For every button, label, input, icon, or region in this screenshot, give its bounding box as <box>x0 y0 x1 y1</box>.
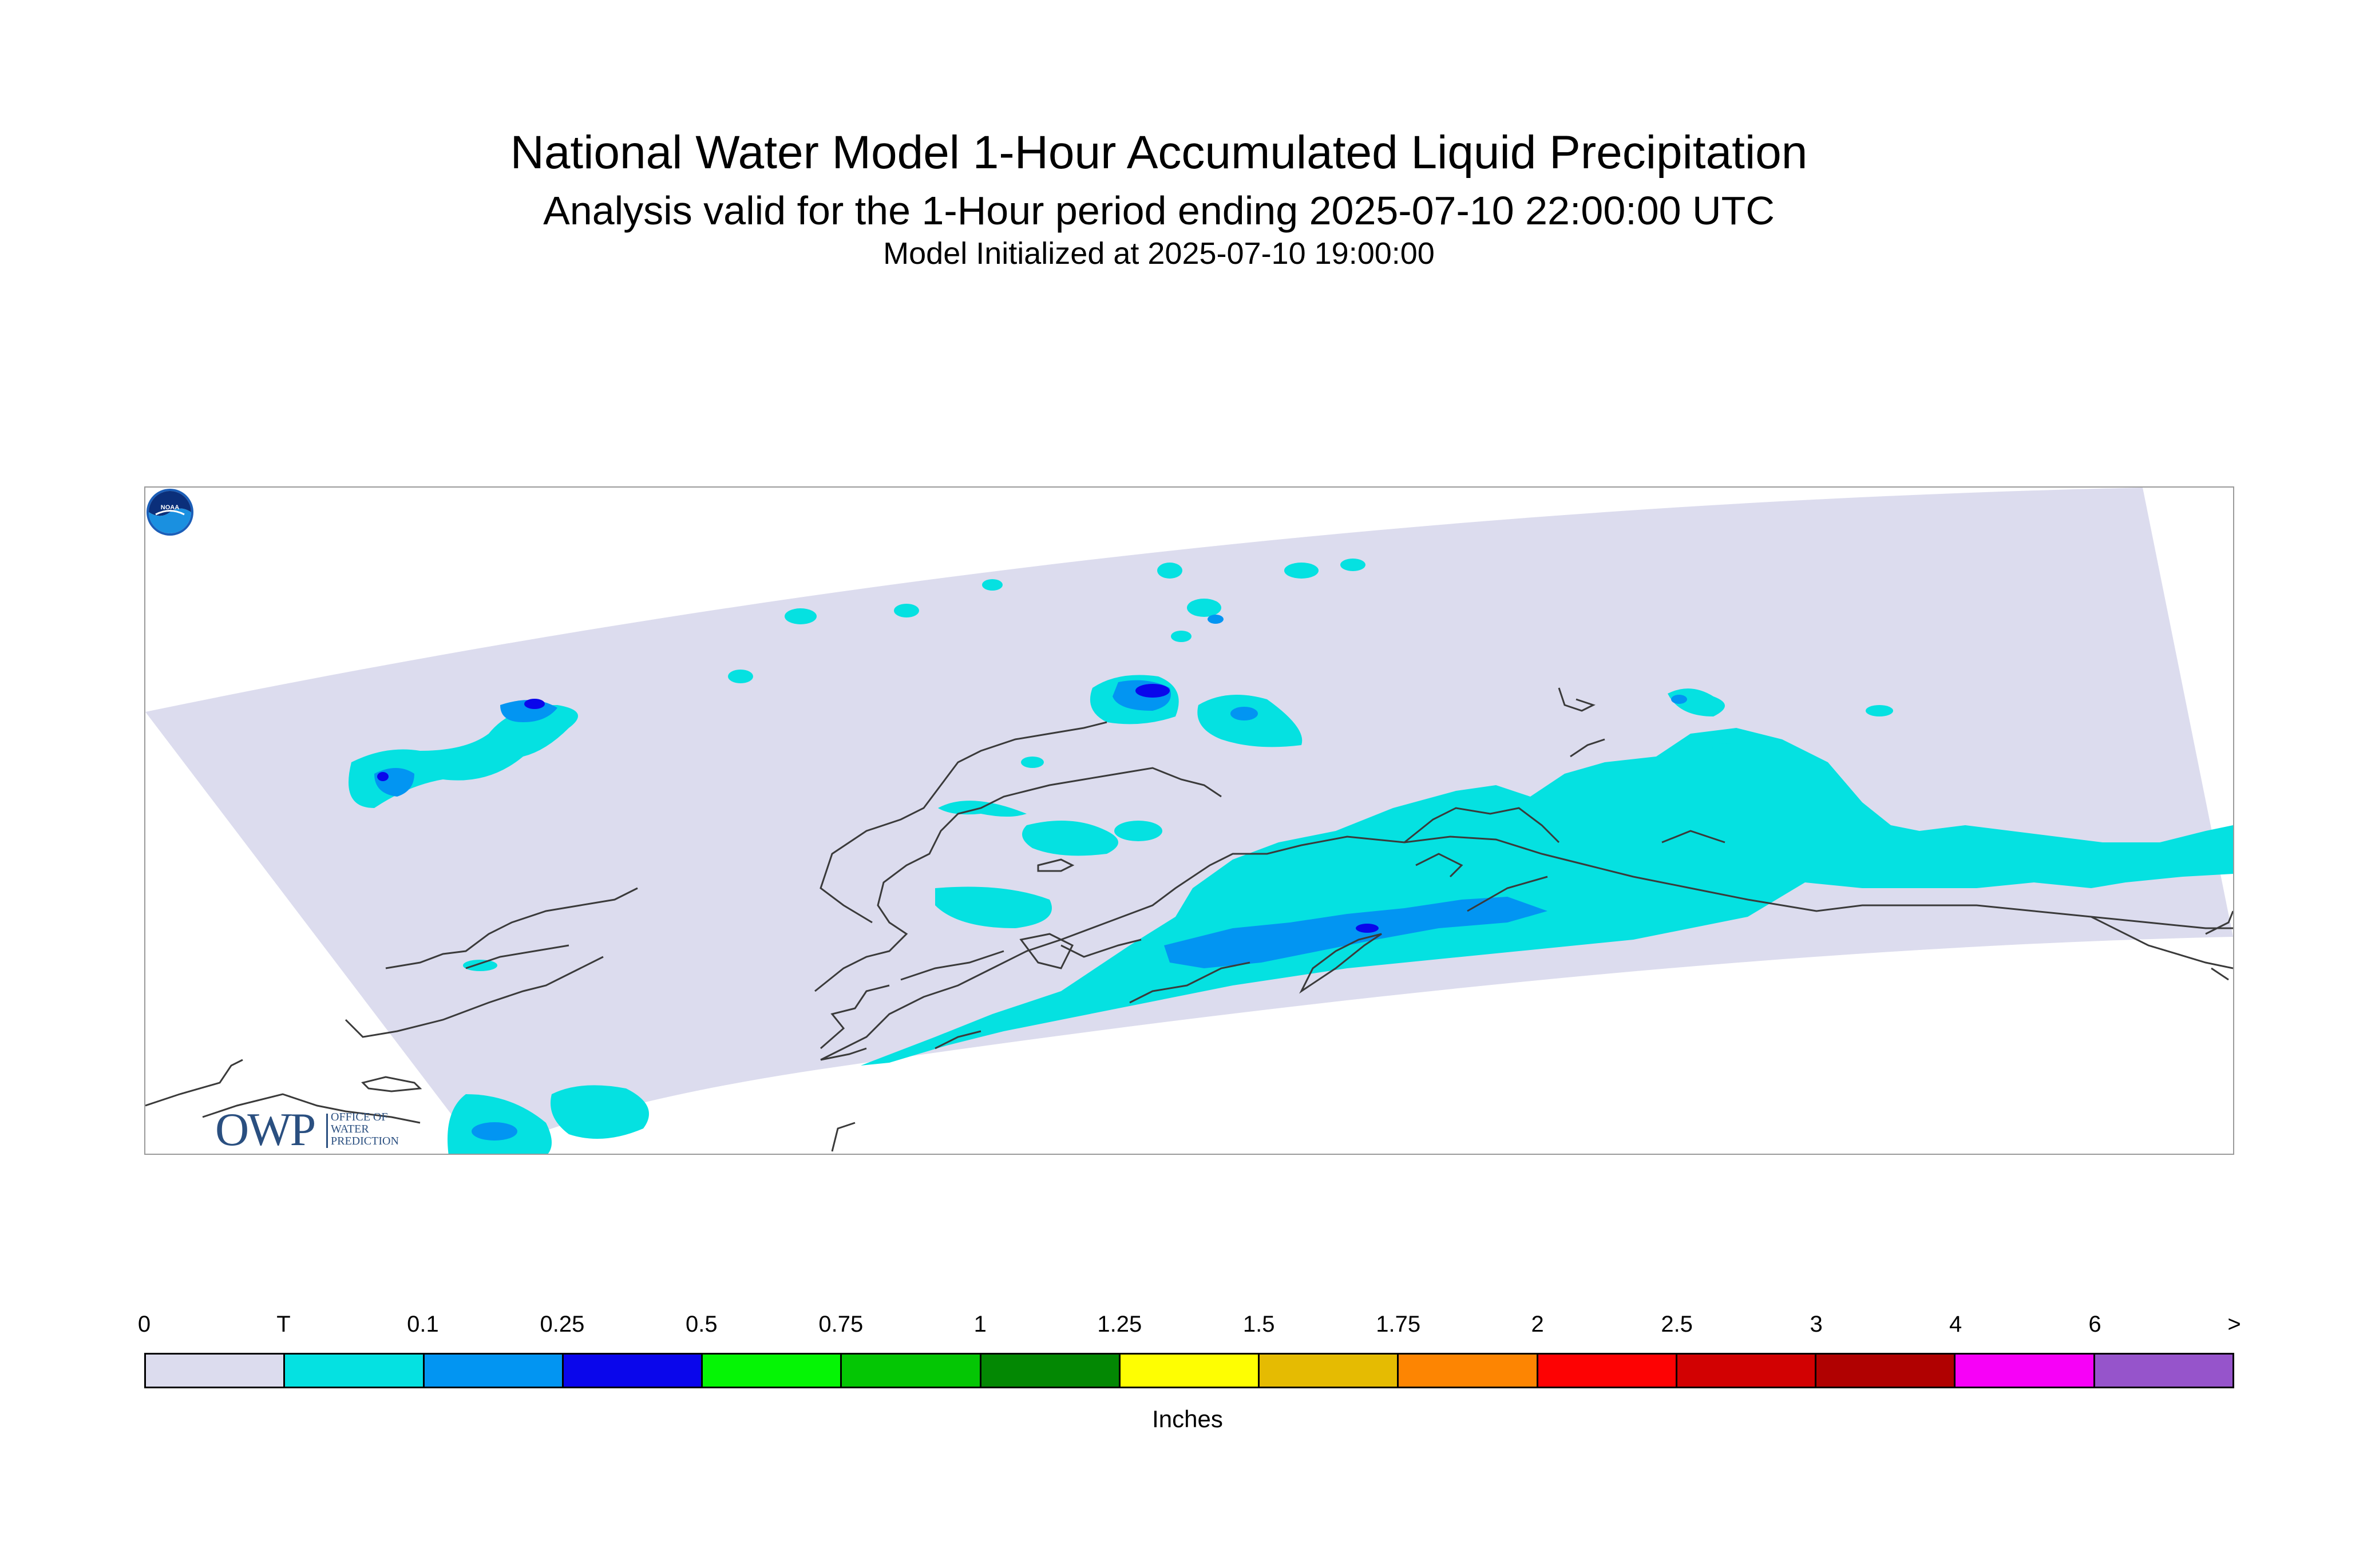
colorbar-swatch <box>2095 1355 2232 1387</box>
precip-trace-cell <box>1187 599 1221 617</box>
colorbar-tick-label: 6 <box>2088 1312 2101 1337</box>
owp-logo-line: PREDICTION <box>331 1135 399 1147</box>
precip-trace-cell <box>463 960 497 971</box>
colorbar-swatch <box>1538 1355 1677 1387</box>
owp-logo-line: OFFICE OF <box>331 1111 388 1123</box>
owp-logo-text: OWP <box>215 1103 316 1155</box>
model-domain <box>145 488 2233 1154</box>
colorbar-tick-label: > <box>2227 1312 2241 1337</box>
precip-trace-cell <box>1171 631 1192 642</box>
colorbar-tick-label: 1 <box>973 1312 987 1337</box>
colorbar-units: Inches <box>1152 1405 1223 1432</box>
colorbar-swatch <box>1956 1355 2095 1387</box>
noaa-logo-icon: NOAA <box>147 489 193 536</box>
colorbar-tick-label: 1.75 <box>1376 1312 1421 1337</box>
colorbar-tick-label: 0 <box>137 1312 151 1337</box>
precip-trace-cell <box>1866 705 1893 716</box>
precip-quarter-spot <box>377 772 389 781</box>
precip-trace-cell <box>1712 743 1737 753</box>
colorbar-tick-label: 0.75 <box>818 1312 864 1337</box>
map-title: National Water Model 1-Hour Accumulated … <box>510 126 1808 179</box>
precip-trace-cell <box>894 604 919 617</box>
precip-trace-cell <box>785 608 817 624</box>
precip-trace-cell <box>1114 821 1162 841</box>
colorbar-tick-label: 0.1 <box>407 1312 439 1337</box>
colorbar-tick-label: 0.25 <box>540 1312 585 1337</box>
model-init-time: Model Initialized at 2025-07-10 19:00:00 <box>883 236 1435 271</box>
colorbar-swatch <box>1120 1355 1260 1387</box>
precip-trace-cell <box>1021 757 1044 768</box>
colorbar-swatch <box>1399 1355 1538 1387</box>
colorbar-labels: 0 T 0.1 0.25 0.5 0.75 1 1.25 1.5 1.75 2 2.5 3 4 6 > <box>138 1312 2241 1346</box>
colorbar-tick-label: 2.5 <box>1661 1312 1693 1337</box>
colorbar-tick-label: 1.5 <box>1242 1312 1275 1337</box>
precip-trace-coast <box>1022 821 1118 856</box>
precip-trace-cell <box>982 579 1003 591</box>
colorbar-swatch <box>703 1355 842 1387</box>
owp-logo-subtitle: OFFICE OF WATER PREDICTION <box>331 1111 399 1147</box>
colorbar-swatch <box>424 1355 564 1387</box>
map-subtitle: Analysis valid for the 1-Hour period end… <box>543 188 1775 233</box>
precipitation-map: OWP OFFICE OF WATER PREDICTION NOAA <box>144 486 2234 1155</box>
precip-trace-cell <box>1284 563 1319 579</box>
colorbar-swatch <box>285 1355 425 1387</box>
precip-quarter-spot <box>1135 684 1170 698</box>
precip-quarter-spot <box>524 699 545 709</box>
precip-tenth-cell <box>1230 707 1258 720</box>
owp-logo-divider <box>326 1114 328 1148</box>
colorbar-swatch <box>1816 1355 1956 1387</box>
colorbar-tick-label: 4 <box>1949 1312 1962 1337</box>
colorbar-tick-label: 2 <box>1531 1312 1544 1337</box>
svg-text:NOAA: NOAA <box>161 504 179 511</box>
precip-trace-cluster2 <box>1197 695 1303 747</box>
precip-quarter-spot <box>1356 924 1379 933</box>
precip-trace-bay <box>935 886 1052 928</box>
precip-tenth-cell <box>472 1122 517 1141</box>
precip-trace-cell <box>728 670 753 683</box>
colorbar-swatch <box>1260 1355 1399 1387</box>
colorbar-tick-label: T <box>276 1312 291 1337</box>
colorbar-swatch <box>1677 1355 1817 1387</box>
colorbar-swatch <box>981 1355 1121 1387</box>
colorbar-tick-label: 0.5 <box>686 1312 718 1337</box>
precip-tenth-band <box>1164 897 1547 968</box>
colorbar-tick-label: 1.25 <box>1097 1312 1142 1337</box>
colorbar-swatch <box>842 1355 981 1387</box>
colorbar-tick-label: 3 <box>1810 1312 1823 1337</box>
precip-tenth-cell <box>1208 615 1224 624</box>
precip-trace-sw2 <box>551 1085 649 1139</box>
owp-logo-line: WATER <box>331 1123 369 1135</box>
precip-trace-cell <box>1340 559 1365 571</box>
precip-tenth-cell <box>1671 695 1687 704</box>
colorbar-swatch <box>563 1355 703 1387</box>
precip-trace-cell <box>1157 563 1182 579</box>
coastlines <box>145 687 2233 1152</box>
colorbar <box>144 1353 2234 1388</box>
precip-trace-band <box>861 728 2233 1066</box>
colorbar-swatch <box>146 1355 286 1387</box>
